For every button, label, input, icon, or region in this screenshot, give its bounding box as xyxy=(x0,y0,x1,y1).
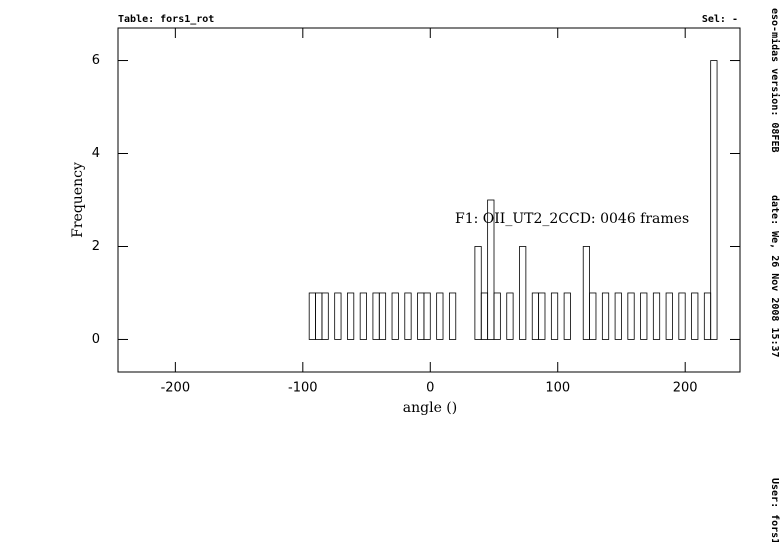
histogram-bar xyxy=(359,292,367,340)
histogram-bar xyxy=(347,292,355,340)
histogram-bar xyxy=(436,292,444,340)
table-name: Table: fors1_rot xyxy=(118,14,214,25)
y-tick-label: 2 xyxy=(92,239,100,254)
histogram-bar xyxy=(448,292,457,340)
histogram-bar xyxy=(582,246,590,340)
histogram-bar xyxy=(614,292,622,340)
histogram-bar xyxy=(321,292,329,340)
x-tick-label: 100 xyxy=(545,381,570,396)
histogram-bar xyxy=(417,292,425,340)
histogram-bar xyxy=(640,292,648,340)
user: User: fors1 xyxy=(769,478,780,542)
histogram-bar xyxy=(493,292,501,340)
y-tick-label: 4 xyxy=(92,146,100,161)
histogram-bar xyxy=(315,292,323,340)
histogram-bar xyxy=(652,292,661,340)
selection: Sel: - xyxy=(702,14,738,25)
histogram-bar xyxy=(474,246,482,340)
x-axis-label: angle () xyxy=(403,400,457,416)
y-tick-label: 0 xyxy=(92,332,100,347)
histogram-bar xyxy=(531,292,540,340)
histogram-bar xyxy=(550,292,559,340)
y-tick-label: 6 xyxy=(92,53,100,68)
x-tick-label: -200 xyxy=(161,381,191,396)
x-tick-label: 200 xyxy=(673,381,698,396)
histogram-bar xyxy=(487,199,495,340)
histogram-bar xyxy=(308,292,316,340)
histogram-bar xyxy=(404,292,412,340)
x-tick-label: 0 xyxy=(426,381,434,396)
histogram-bar xyxy=(519,246,527,340)
version: eso-midas version: 08FEB xyxy=(769,8,781,153)
histogram-bar xyxy=(627,292,635,340)
histogram-bar xyxy=(665,292,673,340)
histogram-bar xyxy=(480,292,489,340)
histogram-bar xyxy=(589,292,597,340)
histogram-bar xyxy=(423,292,431,340)
histogram-bar xyxy=(538,292,546,340)
histogram-bar xyxy=(678,292,686,340)
annotation: F1: OII_UT2_2CCD: 0046 frames xyxy=(455,211,689,227)
x-tick-label: -100 xyxy=(288,381,318,396)
date: date: We, 26 Nov 2008 15:37 xyxy=(769,195,780,358)
histogram-bar xyxy=(391,292,399,340)
histogram-bar xyxy=(691,292,699,340)
histogram-bar xyxy=(710,60,718,340)
histogram-bar xyxy=(563,292,571,340)
histogram-bar xyxy=(703,292,712,340)
histogram-bar xyxy=(506,292,514,340)
histogram-bar xyxy=(334,292,342,340)
histogram-bar xyxy=(378,292,387,340)
histogram-bar xyxy=(601,292,610,340)
histogram-bar xyxy=(372,292,380,340)
plot-frame xyxy=(117,27,741,373)
y-axis-label: Frequency xyxy=(70,162,86,238)
